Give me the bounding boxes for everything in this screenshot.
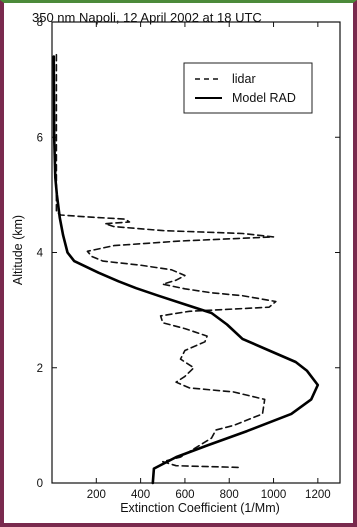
series-lines bbox=[52, 50, 320, 485]
x-tick-label: 800 bbox=[220, 489, 239, 501]
x-tick-label: 1000 bbox=[261, 489, 287, 501]
legend: lidar Model RAD bbox=[183, 62, 313, 114]
y-tick-label: 4 bbox=[37, 248, 44, 260]
series-model-rad-line bbox=[52, 55, 320, 485]
legend-box bbox=[183, 62, 313, 114]
x-axis-label: Extinction Coefficient (1/Mm) bbox=[120, 501, 280, 515]
x-tick-label: 400 bbox=[131, 489, 150, 501]
y-tick-label: 8 bbox=[37, 17, 43, 29]
series-lidar-line bbox=[55, 50, 277, 469]
y-tick-label: 0 bbox=[37, 478, 43, 490]
y-tick-label: 6 bbox=[37, 132, 43, 144]
x-tick-label: 1200 bbox=[305, 489, 331, 501]
legend-model-label: Model RAD bbox=[232, 91, 296, 105]
legend-lidar-label: lidar bbox=[232, 72, 256, 86]
chart-title: 350 nm Napoli, 12 April 2002 at 18 UTC bbox=[32, 10, 262, 25]
y-tick-label: 2 bbox=[37, 363, 43, 375]
x-tick-label: 600 bbox=[175, 489, 194, 501]
x-tick-label: 200 bbox=[87, 489, 106, 501]
y-axis-label: Altitude (km) bbox=[11, 215, 25, 285]
axes: 200 400 600 800 1000 1200 0 2 4 6 8 bbox=[37, 17, 341, 501]
